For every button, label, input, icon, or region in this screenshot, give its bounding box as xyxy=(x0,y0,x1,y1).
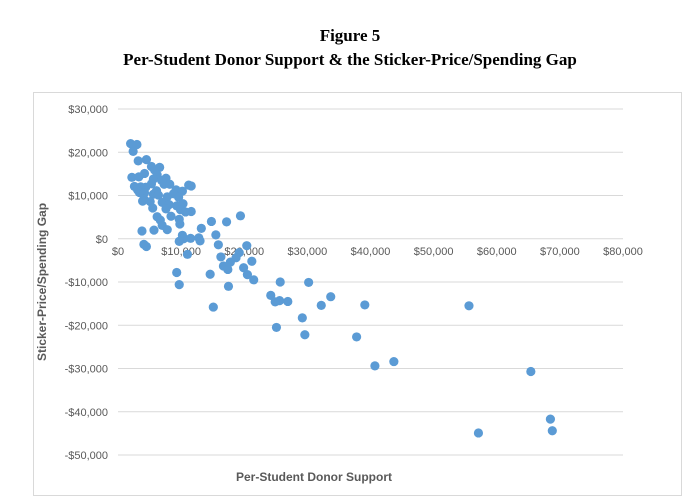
y-tick-label: -$10,000 xyxy=(65,277,108,289)
data-point xyxy=(473,428,484,438)
data-point xyxy=(304,277,314,288)
x-tick-label: $80,000 xyxy=(603,246,643,258)
data-point xyxy=(196,223,206,233)
y-tick-label: -$20,000 xyxy=(65,320,108,332)
y-tick-label: -$40,000 xyxy=(65,407,108,419)
x-tick-label: $10,000 xyxy=(161,246,201,258)
y-tick-label: $30,000 xyxy=(68,104,108,116)
x-tick-label: $60,000 xyxy=(477,246,517,258)
data-point xyxy=(195,236,205,246)
data-point xyxy=(128,146,138,156)
data-point xyxy=(175,219,185,229)
data-point xyxy=(389,356,399,367)
data-point xyxy=(186,181,196,191)
data-point xyxy=(326,292,336,302)
data-point xyxy=(211,230,221,240)
data-point xyxy=(182,249,193,259)
data-point xyxy=(137,226,147,236)
data-point xyxy=(547,426,557,436)
data-point xyxy=(174,192,184,202)
data-point xyxy=(526,366,536,377)
data-point xyxy=(180,207,191,217)
chart-area: $30,000 $20,000 $10,000 $0 -$10,000 -$20,000 -… xyxy=(33,92,682,496)
data-point xyxy=(205,269,215,279)
data-point xyxy=(162,225,172,235)
data-point xyxy=(223,264,233,275)
figure-number: Figure 5 xyxy=(319,26,381,45)
data-point xyxy=(138,196,148,206)
data-point xyxy=(247,256,257,266)
scatter-chart: $30,000 $20,000 $10,000 $0 -$10,000 -$20,000 -… xyxy=(35,104,643,484)
data-point xyxy=(249,275,259,285)
data-point xyxy=(223,281,234,291)
data-point xyxy=(132,139,142,150)
x-tick-label: $0 xyxy=(112,246,124,258)
data-point xyxy=(216,252,226,262)
data-point xyxy=(242,241,252,251)
data-point xyxy=(370,361,380,371)
data-point xyxy=(239,263,249,273)
data-point xyxy=(225,257,235,267)
data-point xyxy=(316,300,326,310)
data-point xyxy=(221,217,232,227)
y-tick-label: -$50,000 xyxy=(65,450,108,462)
data-point xyxy=(242,270,253,280)
data-point xyxy=(300,330,310,340)
y-tick-label: $10,000 xyxy=(68,191,108,203)
data-point xyxy=(127,172,137,182)
data-point xyxy=(133,156,143,166)
data-point xyxy=(172,267,182,278)
data-point xyxy=(270,297,280,307)
data-point xyxy=(148,203,158,213)
data-point xyxy=(266,290,276,301)
data-point xyxy=(360,300,370,310)
data-point xyxy=(174,279,184,290)
data-point xyxy=(271,322,282,333)
data-point xyxy=(464,301,474,311)
data-point xyxy=(352,332,362,342)
data-point xyxy=(206,216,217,227)
data-point xyxy=(297,313,307,323)
data-point xyxy=(545,414,556,424)
y-tick-label: -$30,000 xyxy=(65,364,108,376)
figure-caption: Per-Student Donor Support & the Sticker-… xyxy=(123,50,577,69)
data-point xyxy=(134,172,144,182)
data-point xyxy=(161,204,171,214)
data-point xyxy=(141,155,152,165)
data-point xyxy=(141,241,152,252)
x-tick-label: $30,000 xyxy=(287,246,327,258)
y-tick-label: $0 xyxy=(96,234,108,246)
data-point xyxy=(165,179,175,189)
data-point xyxy=(208,302,218,312)
data-point xyxy=(166,211,176,221)
y-axis-title: Sticker-Price/Spending Gap xyxy=(35,203,49,361)
data-point xyxy=(235,211,246,221)
data-point xyxy=(213,240,223,250)
x-tick-label: $40,000 xyxy=(351,246,391,258)
x-tick-label: $50,000 xyxy=(414,246,454,258)
x-tick-label: $70,000 xyxy=(540,246,580,258)
data-point xyxy=(185,233,196,243)
x-axis-title: Per-Student Donor Support xyxy=(236,470,392,484)
y-tick-label: $20,000 xyxy=(68,147,108,159)
data-point xyxy=(153,190,163,200)
data-point xyxy=(149,225,159,235)
data-point xyxy=(283,296,293,307)
data-point xyxy=(174,236,184,246)
data-point xyxy=(275,277,285,287)
